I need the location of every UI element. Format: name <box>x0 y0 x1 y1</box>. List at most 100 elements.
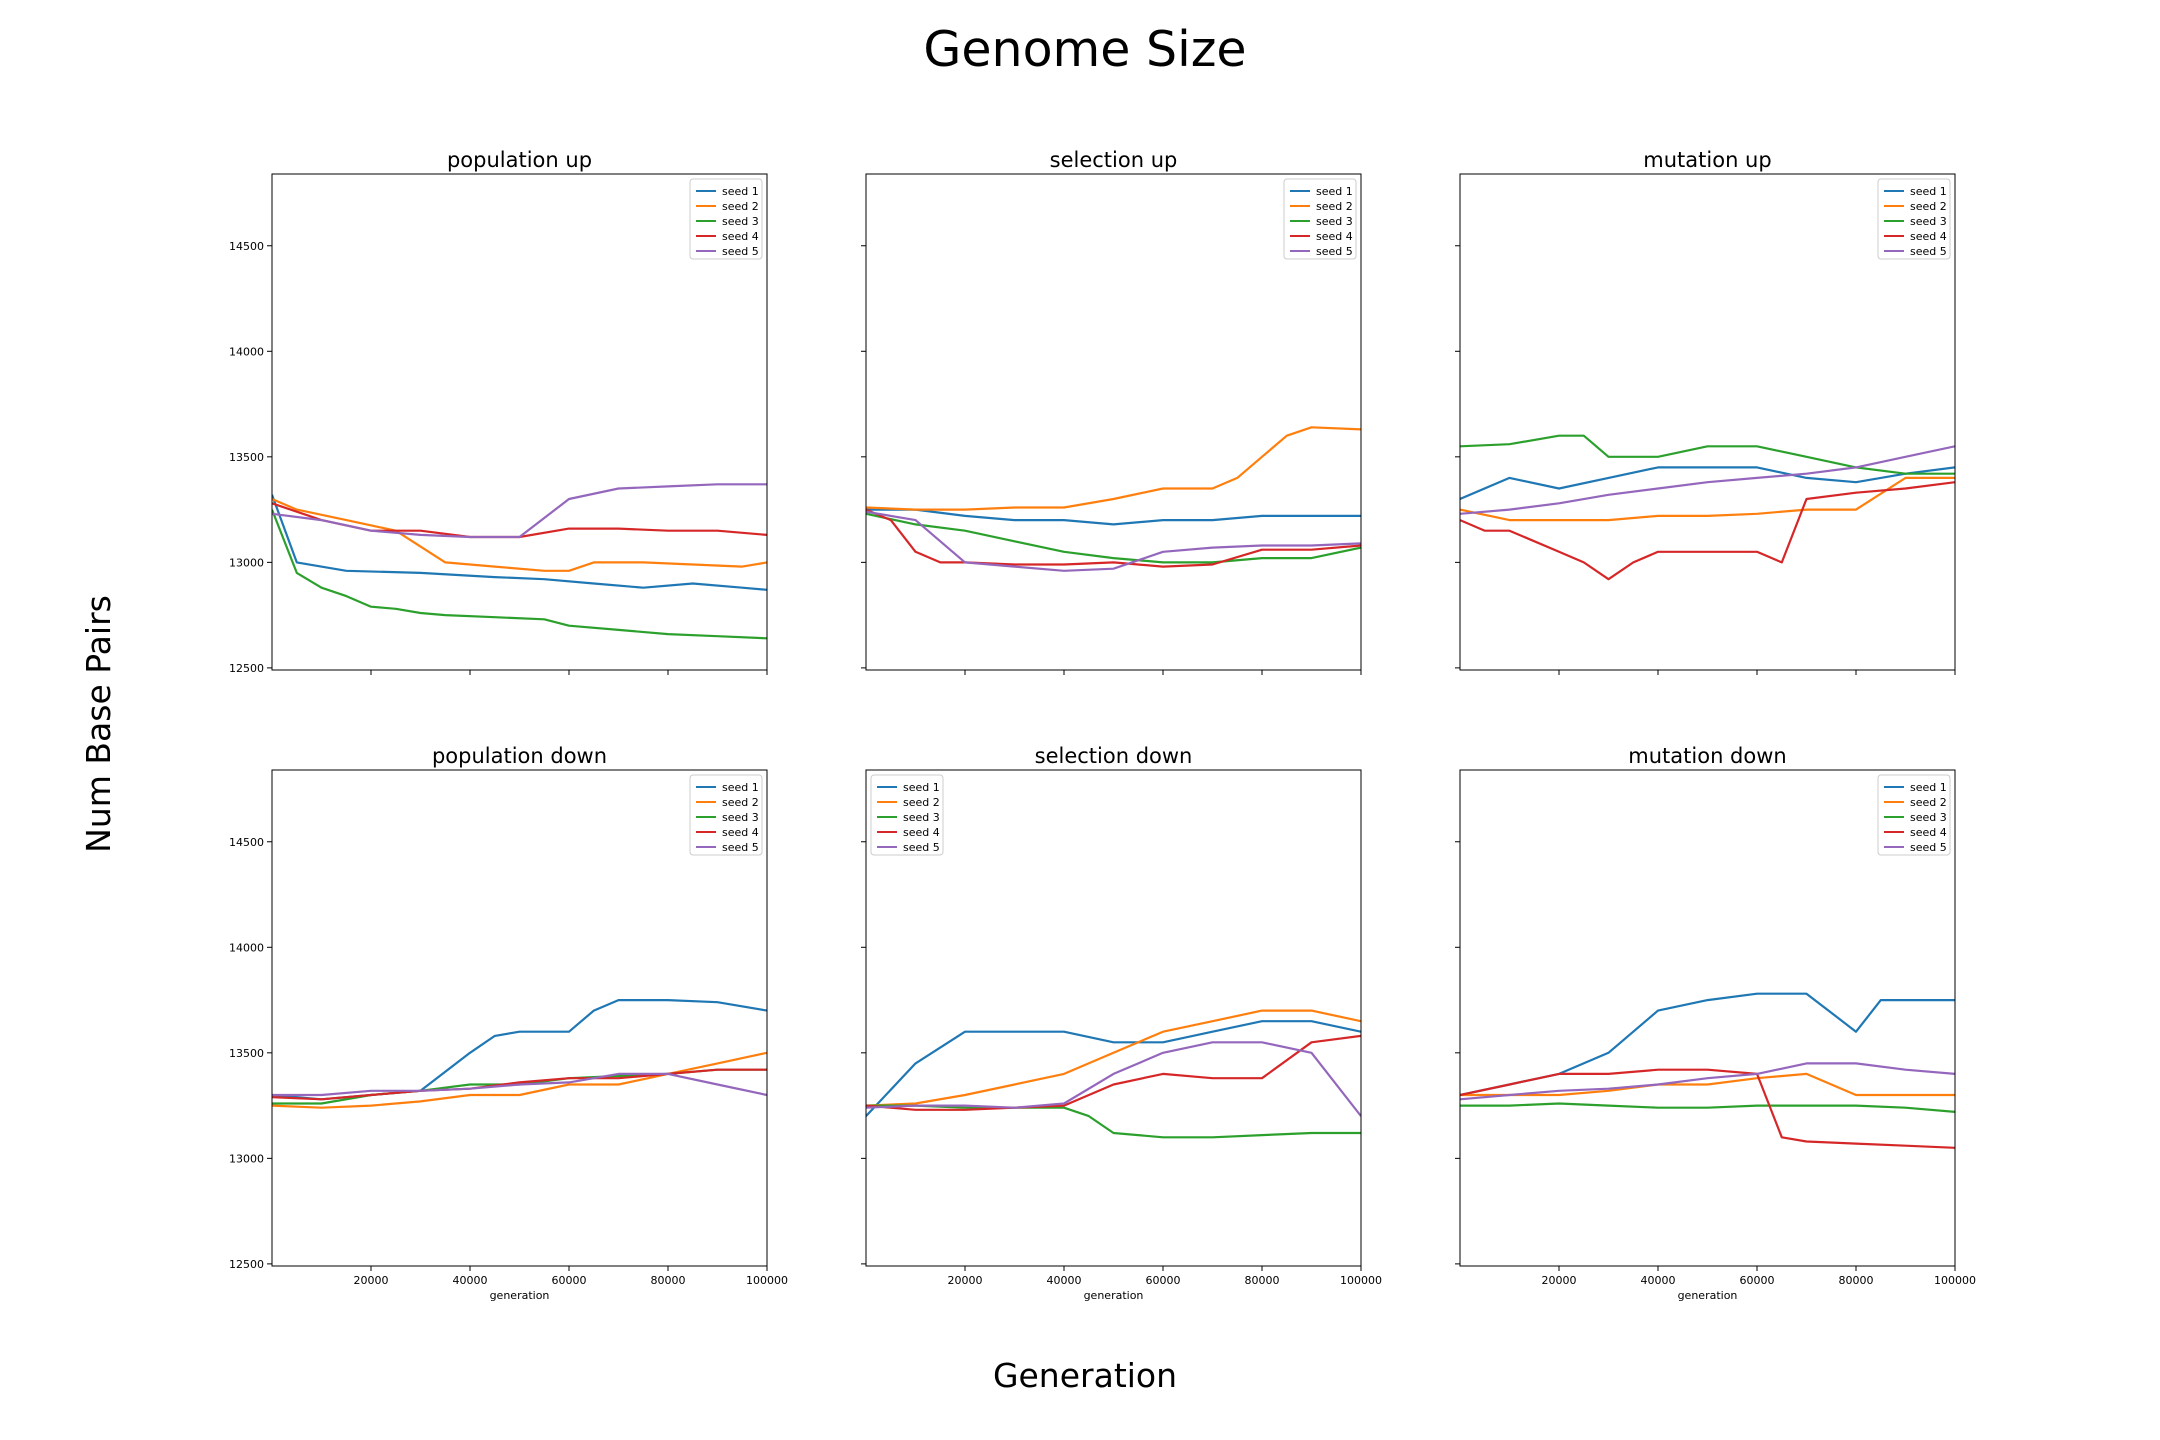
y-tick-label: 13500 <box>229 1047 264 1060</box>
y-tick-label: 14500 <box>229 836 264 849</box>
legend-label: seed 4 <box>1910 230 1947 243</box>
legend-box <box>1283 178 1357 260</box>
series-line-seed-5 <box>272 483 767 539</box>
legend-label: seed 3 <box>722 811 759 824</box>
x-axis-label: generation <box>490 1289 550 1302</box>
x-tick-label: 100000 <box>1340 1274 1382 1287</box>
x-tick-label: 100000 <box>746 1274 788 1287</box>
legend-label: seed 3 <box>1910 215 1947 228</box>
panel-title: population down <box>432 744 607 768</box>
legend: seed 1 seed 2 seed 3 seed 4 seed 5 <box>870 774 944 856</box>
panel-title: population up <box>447 148 592 172</box>
axes-frame <box>1459 769 1956 1267</box>
y-tick-label: 14500 <box>229 240 264 253</box>
series-line-seed-2 <box>1460 476 1955 522</box>
x-tick-label: 40000 <box>453 1274 488 1287</box>
series-line-seed-3 <box>272 1068 767 1105</box>
x-tick-label: 60000 <box>1740 1274 1775 1287</box>
series-group <box>1460 434 1955 581</box>
series-group <box>866 1009 1361 1139</box>
axes-frame <box>271 173 768 671</box>
panel-title: mutation down <box>1628 744 1786 768</box>
y-tick-label: 13000 <box>229 1152 264 1165</box>
legend: seed 1 seed 2 seed 3 seed 4 seed 5 <box>1283 178 1357 260</box>
legend-label: seed 5 <box>1316 245 1353 258</box>
series-line-seed-1 <box>272 494 767 591</box>
x-tick-label: 100000 <box>1934 1274 1976 1287</box>
series-line-seed-5 <box>866 1041 1361 1117</box>
figure-ylabel: Num Base Pairs <box>79 595 118 853</box>
legend-label: seed 3 <box>1910 811 1947 824</box>
series-line-seed-2 <box>272 1051 767 1109</box>
figure-xlabel: Generation <box>993 1356 1177 1395</box>
legend-label: seed 5 <box>722 841 759 854</box>
series-line-seed-4 <box>1460 481 1955 581</box>
series-line-seed-2 <box>1460 1072 1955 1097</box>
legend-box <box>689 178 763 260</box>
y-tick-label: 14000 <box>229 941 264 954</box>
axes-frame <box>1459 173 1956 671</box>
legend-box <box>689 774 763 856</box>
series-line-seed-1 <box>866 1020 1361 1117</box>
panel-title: selection up <box>1050 148 1178 172</box>
subplot-mutation-down: mutation down 20000 40000 60000 80000 100000 g… <box>1455 744 1976 1302</box>
series-line-seed-2 <box>866 1009 1361 1107</box>
legend-label: seed 5 <box>722 245 759 258</box>
x-tick-label: 20000 <box>948 1274 983 1287</box>
series-line-seed-4 <box>866 1034 1361 1111</box>
x-tick-label: 60000 <box>1146 1274 1181 1287</box>
x-axis-label: generation <box>1084 1289 1144 1302</box>
series-line-seed-4 <box>272 1068 767 1101</box>
legend: seed 1 seed 2 seed 3 seed 4 seed 5 <box>1877 178 1951 260</box>
legend-label: seed 5 <box>903 841 940 854</box>
x-tick-label: 80000 <box>651 1274 686 1287</box>
legend-label: seed 4 <box>722 230 759 243</box>
legend: seed 1 seed 2 seed 3 seed 4 seed 5 <box>689 774 763 856</box>
legend-label: seed 5 <box>1910 841 1947 854</box>
legend-label: seed 4 <box>903 826 940 839</box>
x-tick-label: 20000 <box>1542 1274 1577 1287</box>
axes-frame <box>865 173 1362 671</box>
series-line-seed-3 <box>866 512 1361 564</box>
series-group <box>272 483 767 640</box>
panel-title: selection down <box>1035 744 1193 768</box>
legend-box <box>1877 178 1951 260</box>
legend-label: seed 4 <box>1910 826 1947 839</box>
legend-label: seed 2 <box>1910 200 1947 213</box>
series-line-seed-5 <box>866 510 1361 572</box>
series-line-seed-2 <box>272 497 767 572</box>
axes-frame <box>865 769 1362 1267</box>
legend-label: seed 2 <box>1316 200 1353 213</box>
legend-label: seed 2 <box>722 200 759 213</box>
legend-label: seed 2 <box>903 796 940 809</box>
x-tick-label: 80000 <box>1839 1274 1874 1287</box>
legend-label: seed 5 <box>1910 245 1947 258</box>
series-group <box>1460 992 1955 1149</box>
series-line-seed-3 <box>866 1104 1361 1139</box>
legend-label: seed 1 <box>1316 185 1353 198</box>
legend: seed 1 seed 2 seed 3 seed 4 seed 5 <box>1877 774 1951 856</box>
subplot-population-up: population up 12500 13000 13500 14000 14500 se… <box>229 148 768 675</box>
legend-label: seed 1 <box>722 185 759 198</box>
series-line-seed-5 <box>1460 445 1955 515</box>
legend-label: seed 3 <box>903 811 940 824</box>
y-tick-label: 13000 <box>229 556 264 569</box>
y-tick-label: 14000 <box>229 345 264 358</box>
legend-label: seed 2 <box>722 796 759 809</box>
series-group <box>866 426 1361 572</box>
axes-frame <box>271 769 768 1267</box>
x-tick-label: 20000 <box>354 1274 389 1287</box>
legend-label: seed 4 <box>1316 230 1353 243</box>
series-line-seed-4 <box>866 508 1361 568</box>
y-tick-label: 13500 <box>229 451 264 464</box>
series-line-seed-3 <box>272 509 767 640</box>
series-line-seed-1 <box>1460 466 1955 501</box>
x-tick-label: 60000 <box>552 1274 587 1287</box>
figure-title: Genome Size <box>923 21 1246 78</box>
legend-box <box>1877 774 1951 856</box>
legend-box <box>870 774 944 856</box>
legend-label: seed 1 <box>722 781 759 794</box>
